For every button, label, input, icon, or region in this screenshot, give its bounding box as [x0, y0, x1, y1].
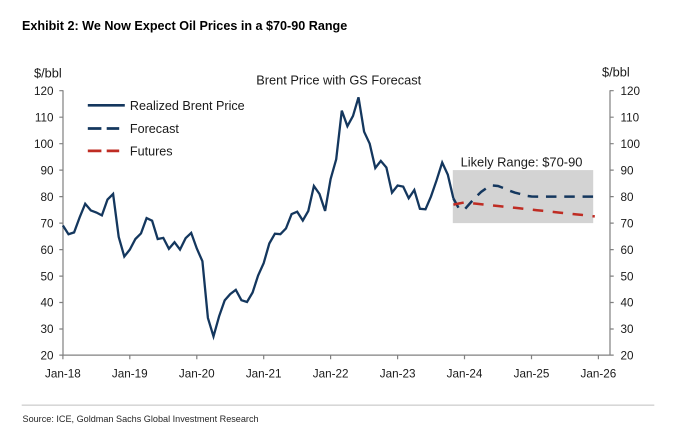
svg-text:80: 80: [621, 191, 635, 204]
svg-text:90: 90: [621, 164, 635, 177]
svg-text:100: 100: [621, 138, 641, 151]
svg-text:Jan-22: Jan-22: [313, 368, 349, 381]
svg-text:$/bbl: $/bbl: [602, 65, 630, 80]
svg-text:Jan-23: Jan-23: [380, 368, 416, 381]
svg-text:Jan-25: Jan-25: [514, 368, 550, 381]
svg-text:Forecast: Forecast: [130, 122, 179, 136]
svg-text:90: 90: [40, 164, 54, 177]
svg-text:20: 20: [621, 349, 635, 362]
svg-text:Source: ICE, Goldman Sachs Glo: Source: ICE, Goldman Sachs Global Invest…: [23, 414, 259, 424]
svg-text:Jan-19: Jan-19: [112, 368, 148, 381]
svg-text:120: 120: [34, 85, 54, 98]
svg-text:60: 60: [40, 244, 54, 257]
svg-text:Brent Price with GS Forecast: Brent Price with GS Forecast: [256, 73, 421, 88]
svg-text:$/bbl: $/bbl: [34, 66, 62, 81]
svg-text:40: 40: [621, 297, 635, 310]
svg-text:Jan-21: Jan-21: [246, 368, 282, 381]
svg-text:Futures: Futures: [130, 144, 173, 158]
svg-text:Jan-24: Jan-24: [447, 368, 483, 381]
svg-text:Exhibit 2: We Now Expect Oil P: Exhibit 2: We Now Expect Oil Prices in a…: [22, 19, 347, 33]
svg-text:80: 80: [40, 191, 54, 204]
svg-text:Likely Range: $70-90: Likely Range: $70-90: [461, 155, 583, 170]
svg-text:110: 110: [35, 111, 54, 124]
svg-text:40: 40: [40, 297, 54, 310]
svg-text:Jan-20: Jan-20: [179, 368, 215, 381]
svg-text:70: 70: [40, 217, 54, 230]
svg-text:110: 110: [621, 111, 640, 124]
svg-text:70: 70: [621, 217, 635, 230]
svg-text:100: 100: [34, 138, 54, 151]
svg-text:Jan-18: Jan-18: [45, 368, 81, 381]
svg-text:50: 50: [40, 270, 54, 283]
svg-text:30: 30: [40, 323, 54, 336]
svg-text:50: 50: [621, 270, 635, 283]
svg-text:30: 30: [621, 323, 635, 336]
svg-text:20: 20: [40, 349, 54, 362]
svg-text:120: 120: [621, 85, 641, 98]
svg-text:Realized Brent Price: Realized Brent Price: [130, 99, 245, 113]
svg-text:Jan-26: Jan-26: [581, 368, 617, 381]
svg-text:60: 60: [621, 244, 635, 257]
